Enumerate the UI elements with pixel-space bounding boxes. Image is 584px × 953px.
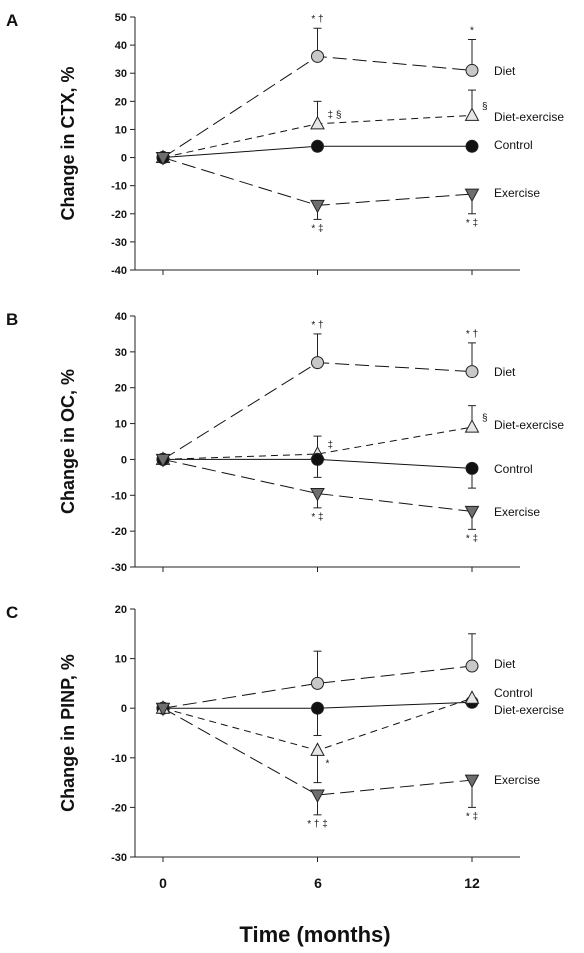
series-line-diet-exercise: [162, 426, 473, 460]
series-label-diet-exercise: Diet-exercise: [494, 418, 564, 432]
y-tick-label: 50: [115, 12, 127, 24]
significance-marker: * † ‡: [307, 819, 328, 830]
y-tick-label: -30: [111, 562, 127, 574]
y-tick-label: 40: [115, 311, 127, 323]
panel-b: B -30 -20 -10 0 10 20 30 40 Change in OC, % * † * †…: [6, 310, 564, 574]
panel-letter: A: [6, 11, 18, 30]
series-label-exercise: Exercise: [494, 773, 540, 787]
significance-marker: ‡ §: [328, 110, 342, 121]
y-tick-label: 30: [115, 347, 127, 359]
significance-marker: * †: [311, 320, 323, 331]
significance-marker: ‡: [328, 440, 334, 451]
series-label-exercise: Exercise: [494, 505, 540, 519]
x-axis-title: Time (months): [239, 922, 390, 947]
data-point-diet: [311, 356, 324, 370]
y-axis-title: Change in CTX, %: [58, 66, 78, 220]
y-tick-label: 20: [115, 383, 127, 395]
data-point-exercise: [155, 702, 171, 717]
series-label-diet: Diet: [494, 365, 516, 379]
y-tick-label: -30: [111, 852, 127, 864]
significance-marker: * ‡: [466, 218, 478, 229]
significance-marker: * ‡: [466, 533, 478, 544]
data-point-diet-exercise: [464, 690, 480, 704]
series-label-control: Control: [494, 686, 533, 700]
y-tick-label: 10: [115, 419, 127, 431]
data-point-control: [311, 139, 324, 153]
data-point-exercise: [464, 505, 480, 520]
series-label-diet: Diet: [494, 64, 516, 78]
significance-marker: * †: [466, 329, 478, 340]
data-point-exercise: [310, 789, 325, 804]
series-line-exercise: [162, 707, 473, 796]
significance-marker: *: [326, 758, 330, 769]
y-tick-label: 0: [121, 703, 127, 715]
series-label-diet-exercise: Diet-exercise: [494, 110, 564, 124]
data-point-control: [311, 452, 324, 466]
series-line-diet: [162, 665, 473, 709]
data-point-diet: [311, 49, 324, 63]
data-point-diet: [311, 676, 324, 690]
y-tick-label: 10: [115, 654, 127, 666]
significance-marker: §: [482, 101, 488, 112]
data-point-exercise: [464, 774, 480, 789]
panel-c: C -30 -20 -10 0 10 20 Change in PINP, % Diet Cont…: [6, 603, 564, 864]
significance-marker: §: [482, 413, 488, 424]
series-label-control: Control: [494, 138, 533, 152]
series-label-diet-exercise: Diet-exercise: [494, 703, 564, 717]
y-tick-label: -10: [111, 490, 127, 502]
y-tick-label: -20: [111, 526, 127, 538]
y-tick-label: 40: [115, 40, 127, 52]
x-tick-0: 0: [159, 875, 167, 891]
data-point-control: [465, 139, 479, 153]
y-tick-label: 0: [121, 153, 127, 165]
data-point-exercise: [310, 487, 325, 502]
y-tick-label: -10: [111, 181, 127, 193]
y-tick-label: 30: [115, 68, 127, 80]
data-point-diet-exercise: [464, 419, 480, 433]
x-tick-12: 12: [464, 875, 480, 891]
y-tick-label: -20: [111, 802, 127, 814]
significance-marker: * ‡: [311, 223, 323, 234]
significance-marker: * ‡: [466, 811, 478, 822]
series-line-exercise: [162, 458, 473, 512]
y-tick-label: -10: [111, 753, 127, 765]
y-axis-title: Change in PINP, %: [58, 654, 78, 812]
y-tick-label: 20: [115, 604, 127, 616]
y-tick-label: 10: [115, 124, 127, 136]
series-label-exercise: Exercise: [494, 186, 540, 200]
panel-letter: B: [6, 310, 18, 329]
data-point-diet-exercise: [310, 115, 325, 130]
series-label-diet: Diet: [494, 657, 516, 671]
y-tick-label: -30: [111, 237, 127, 249]
series-line-exercise: [162, 157, 473, 206]
data-point-diet: [465, 659, 479, 673]
data-point-exercise: [155, 453, 171, 468]
significance-marker: * ‡: [311, 512, 323, 523]
y-tick-label: -40: [111, 265, 127, 277]
data-point-exercise: [310, 199, 325, 214]
y-tick-label: 20: [115, 96, 127, 108]
data-point-control: [311, 701, 324, 715]
data-point-exercise: [155, 152, 171, 166]
data-point-diet-exercise: [464, 107, 480, 121]
panel-letter: C: [6, 603, 18, 622]
data-point-exercise: [464, 188, 480, 203]
x-tick-6: 6: [314, 875, 322, 891]
y-tick-label: -20: [111, 209, 127, 221]
data-point-diet: [465, 63, 479, 77]
data-point-control: [465, 461, 479, 475]
y-axis-title: Change in OC, %: [58, 369, 78, 514]
data-point-diet-exercise: [310, 742, 325, 756]
series-label-control: Control: [494, 462, 533, 476]
data-point-diet: [465, 365, 479, 379]
significance-marker: * †: [311, 14, 323, 25]
significance-marker: *: [470, 25, 474, 36]
y-tick-label: 0: [121, 454, 127, 466]
panel-a: A -40 -30 -20 -10 0 10 20 30 40 50 Change in CTX, %…: [6, 11, 564, 277]
